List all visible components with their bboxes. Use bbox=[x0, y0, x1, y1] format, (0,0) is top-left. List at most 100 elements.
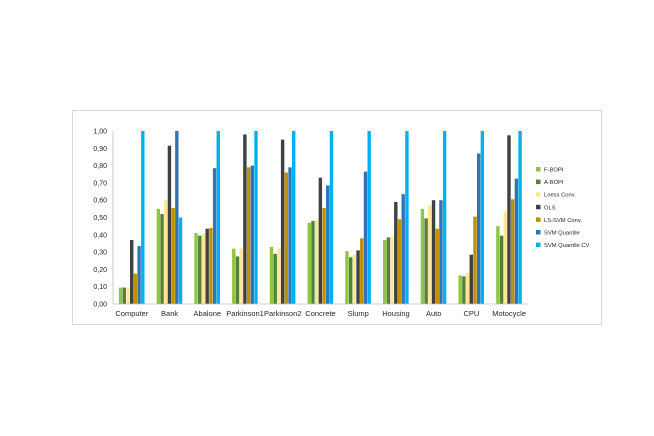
bar-concrete-svm-quantile bbox=[326, 185, 330, 304]
legend-swatch bbox=[536, 179, 541, 185]
legend-label: SVM Quantile CV bbox=[544, 243, 590, 249]
category-label: Motocycle bbox=[492, 309, 526, 318]
bar-abalone-svm-quantile-cv bbox=[216, 131, 220, 304]
y-tick-label: 0,90 bbox=[93, 146, 107, 153]
y-tick-label: 1,00 bbox=[93, 129, 107, 136]
bar-abalone-ols bbox=[205, 228, 209, 304]
bar-cpu-f-bopi bbox=[458, 275, 462, 304]
bar-slump-svm-quantile bbox=[363, 171, 368, 304]
bar-bank-a-bopi bbox=[160, 214, 164, 304]
bar-concrete-svm-quantile-cv bbox=[329, 131, 334, 304]
legend-swatch bbox=[536, 230, 541, 235]
legend-label: A-BOPI bbox=[544, 180, 564, 186]
legend-label: SVM Quantile bbox=[544, 231, 580, 237]
chart-area: 0,00 0,10 0,20 0,30 0,40 0,50 0,60 0,70 0,80 0,90… bbox=[72, 110, 602, 325]
bar-parkinson1-ols bbox=[243, 134, 247, 304]
y-tick-label: 0,40 bbox=[93, 232, 107, 239]
bar-cpu-ls-svm-conv- bbox=[473, 216, 477, 304]
bar-motocycle-svm-quantile bbox=[514, 178, 519, 304]
bar-parkinson1-svm-quantile bbox=[250, 165, 254, 304]
legend-label: F-BOPI bbox=[544, 168, 564, 174]
legend-swatch bbox=[536, 242, 541, 248]
bar-motocycle-ols bbox=[507, 135, 511, 304]
y-tick-label: 0,20 bbox=[93, 267, 107, 274]
bar-parkinson2-loess-conv- bbox=[277, 248, 281, 304]
bar-computer-ls-svm-conv- bbox=[133, 273, 138, 304]
bar-computer-svm-quantile-cv bbox=[141, 131, 145, 304]
bar-abalone-ls-svm-conv- bbox=[209, 227, 213, 304]
bar-slump-ls-svm-conv- bbox=[360, 238, 364, 304]
bar-parkinson2-ls-svm-conv- bbox=[284, 172, 289, 304]
bar-bank-f-bopi bbox=[156, 208, 161, 304]
bar-motocycle-svm-quantile-cv bbox=[518, 131, 522, 304]
x-axis: Computer Bank Abalone Parkinson1 Parkinson2 C… bbox=[113, 303, 528, 318]
bar-parkinson2-a-bopi bbox=[273, 253, 277, 304]
category-label: Slump bbox=[348, 309, 369, 318]
bar-abalone-a-bopi bbox=[198, 235, 202, 304]
bar-slump-f-bopi bbox=[345, 251, 349, 304]
bar-slump-loess-conv- bbox=[352, 254, 357, 304]
bar-computer-f-bopi bbox=[118, 287, 123, 304]
category-label: Computer bbox=[115, 309, 148, 318]
y-tick-label: 0,30 bbox=[93, 250, 107, 257]
bar-housing-a-bopi bbox=[386, 237, 391, 304]
bar-slump-ols bbox=[356, 250, 360, 304]
bar-motocycle-ls-svm-conv- bbox=[510, 199, 515, 304]
bar-bank-svm-quantile bbox=[175, 131, 179, 304]
bar-motocycle-loess-conv- bbox=[503, 211, 507, 304]
bar-cpu-ols bbox=[469, 254, 473, 304]
bar-parkinson1-loess-conv- bbox=[239, 248, 243, 304]
legend-label: LS-SVM Conv. bbox=[544, 218, 582, 224]
bar-cpu-loess-conv- bbox=[465, 272, 470, 304]
bar-bank-svm-quantile-cv bbox=[178, 217, 183, 304]
bar-housing-svm-quantile bbox=[401, 194, 405, 304]
bar-auto-f-bopi bbox=[420, 208, 425, 304]
bar-housing-f-bopi bbox=[383, 239, 387, 304]
category-label: Abalone bbox=[194, 309, 222, 318]
bar-housing-svm-quantile-cv bbox=[405, 131, 409, 304]
category-label: Bank bbox=[161, 309, 178, 318]
bar-chart: 0,00 0,10 0,20 0,30 0,40 0,50 0,60 0,70 0,80 0,90… bbox=[93, 129, 590, 319]
bar-parkinson1-a-bopi bbox=[235, 256, 240, 304]
y-tick-label: 0,10 bbox=[93, 284, 107, 291]
bar-housing-ols bbox=[394, 201, 398, 304]
legend-swatch bbox=[536, 204, 541, 210]
category-label: Auto bbox=[426, 309, 441, 318]
y-axis: 0,00 0,10 0,20 0,30 0,40 0,50 0,60 0,70 0,80 0,90… bbox=[93, 129, 114, 309]
bar-bank-ols bbox=[167, 145, 172, 304]
bar-parkinson2-svm-quantile-cv bbox=[292, 131, 296, 304]
category-label: Parkinson2 bbox=[264, 309, 302, 318]
bar-computer-a-bopi bbox=[122, 287, 127, 304]
legend-label: OLS bbox=[544, 205, 556, 211]
bar-parkinson1-svm-quantile-cv bbox=[254, 131, 258, 304]
bar-concrete-ols bbox=[318, 177, 323, 304]
bar-computer-loess-conv- bbox=[126, 287, 130, 304]
y-tick-label: 0,80 bbox=[93, 163, 107, 170]
bar-parkinson2-svm-quantile bbox=[288, 167, 292, 304]
bar-parkinson2-f-bopi bbox=[269, 246, 274, 304]
bar-housing-ls-svm-conv- bbox=[397, 219, 402, 304]
bar-cpu-svm-quantile-cv bbox=[480, 131, 485, 304]
bar-motocycle-f-bopi bbox=[496, 226, 500, 304]
bar-auto-ls-svm-conv- bbox=[435, 228, 439, 304]
bar-auto-svm-quantile bbox=[439, 200, 443, 304]
bar-cpu-svm-quantile bbox=[476, 153, 481, 304]
bar-motocycle-a-bopi bbox=[499, 235, 504, 304]
bar-parkinson1-ls-svm-conv- bbox=[246, 167, 251, 304]
bar-computer-svm-quantile bbox=[137, 246, 141, 304]
category-label: CPU bbox=[463, 309, 479, 318]
bar-bank-loess-conv- bbox=[164, 200, 168, 304]
legend-swatch bbox=[536, 217, 541, 222]
category-label: Concrete bbox=[305, 309, 335, 318]
y-tick-label: 0,60 bbox=[93, 198, 107, 205]
bars bbox=[118, 131, 522, 304]
legend-label: Loess Conv. bbox=[544, 193, 576, 199]
bar-concrete-f-bopi bbox=[307, 222, 311, 304]
bar-concrete-a-bopi bbox=[311, 220, 315, 304]
category-label: Parkinson1 bbox=[226, 309, 264, 318]
bar-parkinson2-ols bbox=[280, 139, 285, 304]
bar-parkinson1-f-bopi bbox=[232, 248, 236, 304]
bar-auto-ols bbox=[431, 200, 436, 304]
bar-slump-a-bopi bbox=[348, 257, 353, 304]
bar-abalone-f-bopi bbox=[194, 233, 198, 304]
